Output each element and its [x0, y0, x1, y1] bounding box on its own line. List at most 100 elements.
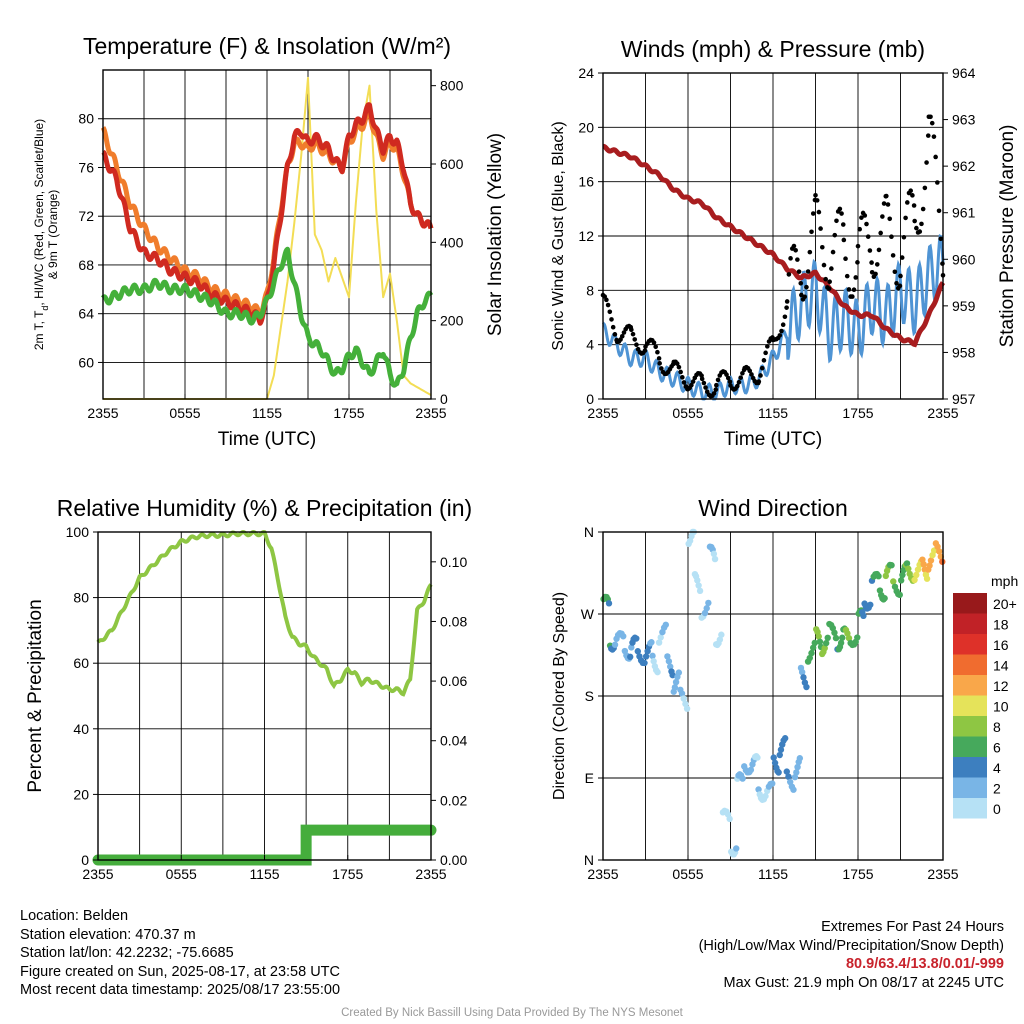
x-tick-label: 2355: [927, 866, 958, 882]
gust-point: [813, 192, 818, 198]
y-tick-label: 80: [78, 111, 94, 127]
gust-point: [917, 229, 923, 234]
legend-swatch: [953, 777, 987, 798]
winds-title: Winds (mph) & Pressure (mb): [621, 36, 925, 62]
direction-point: [657, 634, 664, 641]
x-tick-label: 2355: [587, 405, 618, 421]
direction-point: [793, 769, 800, 776]
humidity-grid: [97, 531, 432, 861]
legend-swatch: [953, 695, 987, 716]
gust-point: [795, 257, 800, 262]
gust-point: [604, 297, 609, 303]
gust-point: [779, 328, 784, 334]
gust-point: [653, 344, 658, 350]
direction-point: [821, 644, 828, 652]
direction-point: [816, 638, 824, 645]
extremes-legend: (High/Low/Max Wind/Precipitation/Snow De…: [698, 937, 1004, 954]
gust-point: [609, 317, 614, 322]
direction-point: [611, 641, 619, 648]
winds-xlabel: Time (UTC): [724, 429, 823, 450]
gust-point: [832, 232, 838, 238]
x-tick-label: 0555: [672, 405, 703, 421]
gust-point: [809, 229, 814, 235]
ylabel-line-1-rest: , HI/WC (Red, Green, Scarlet/Blue): [32, 119, 46, 306]
legend-swatch: [953, 736, 987, 757]
direction-point: [655, 639, 663, 646]
direction-point: [633, 635, 640, 642]
direction-point: [832, 634, 840, 642]
gust-point: [887, 216, 893, 222]
direction-point: [867, 601, 874, 608]
y-tick-label: 4: [586, 337, 594, 353]
gust-point: [724, 372, 729, 377]
gust-point: [826, 286, 832, 291]
direction-point: [665, 658, 673, 665]
gust-point: [912, 218, 917, 224]
direction-point: [897, 577, 905, 584]
gust-point: [761, 358, 767, 363]
gust-point: [885, 202, 891, 207]
direction-point: [882, 572, 890, 580]
temperature-ylabel: 2m T, Td, HI/WC (Red, Green, Scarlet/Blu…: [32, 119, 60, 350]
gust-point: [784, 299, 790, 304]
direction-point: [649, 652, 656, 660]
temperature-axes: 2355 0555 1155 1755 235560646872768002004006…: [78, 69, 464, 421]
direction-point: [822, 639, 830, 647]
direction-point: [705, 599, 712, 607]
direction-point: [620, 633, 627, 640]
gust-point: [703, 385, 708, 390]
direction-point: [671, 684, 679, 691]
y-tick-label: 68: [78, 257, 94, 273]
humidity-ylabel: Percent & Precipitation: [25, 599, 46, 792]
legend-label: 14: [993, 658, 1009, 674]
gust-point: [736, 379, 742, 385]
gust-point: [897, 283, 903, 289]
legend-swatch: [953, 798, 987, 819]
humidity-title: Relative Humidity (%) & Precipitation (i…: [57, 495, 472, 521]
y2-tick-label: 957: [952, 391, 976, 407]
gust-point: [846, 287, 852, 292]
humidity-axes: 2355 0555 1155 1755 23550204060801000.000.02…: [66, 524, 468, 882]
gust-point: [714, 382, 719, 388]
extremes-title: Extremes For Past 24 Hours: [821, 919, 1004, 935]
gust-point: [659, 366, 664, 371]
direction-point: [785, 773, 792, 780]
legend-label: 12: [993, 678, 1009, 694]
direction-point: [675, 669, 683, 676]
x-tick-label: 1155: [252, 405, 282, 421]
direction-point: [783, 768, 790, 775]
gust-point: [889, 234, 894, 240]
gust-point: [674, 361, 680, 366]
gust-point: [851, 287, 857, 293]
direction-point: [896, 591, 903, 599]
y-tick-label: 0: [81, 852, 89, 868]
ylabel-line-1: 2m T, T: [32, 310, 46, 350]
direction-point: [794, 763, 801, 771]
gust-point: [876, 247, 882, 253]
winds-series: [600, 114, 946, 401]
gust-point: [850, 294, 855, 299]
direction-point: [798, 668, 806, 676]
x-tick-label: 1755: [842, 866, 873, 882]
gust-point: [929, 120, 935, 126]
y2-tick-label: 0: [440, 391, 448, 407]
gust-point: [807, 249, 813, 255]
direction-point: [811, 639, 818, 647]
direction-point: [703, 605, 710, 612]
y2-tick-label: 0.04: [440, 733, 467, 749]
x-tick-label: 1755: [332, 866, 363, 882]
gust-point: [818, 226, 823, 231]
gust-point: [830, 249, 836, 255]
direction-point: [777, 746, 785, 753]
gust-point: [857, 226, 862, 232]
x-tick-label: 1155: [758, 866, 788, 882]
gust-point: [740, 370, 745, 376]
winds-y2label: Station Pressure (Maroon): [997, 125, 1018, 348]
gust-point: [901, 234, 907, 240]
x-tick-label: 1155: [758, 405, 788, 421]
gust-point: [713, 387, 719, 392]
x-tick-label: 0555: [672, 866, 703, 882]
y2-tick-label: 0.06: [440, 673, 467, 689]
gust-point: [777, 333, 783, 338]
